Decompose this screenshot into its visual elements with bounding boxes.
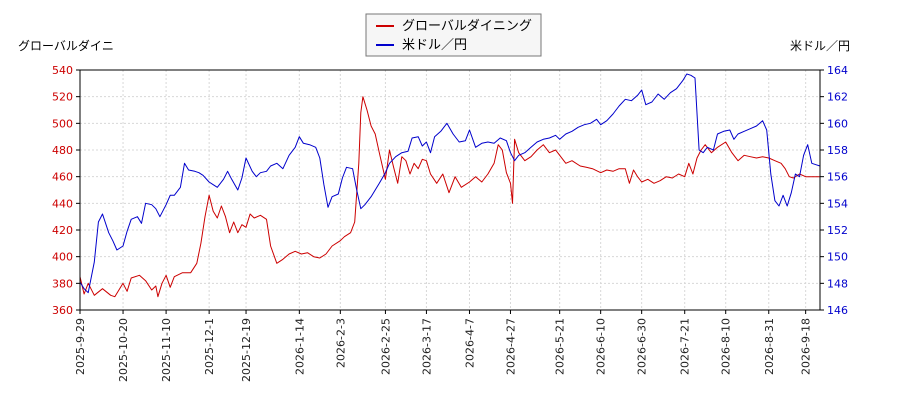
x-tick-label: 2025-9-29 bbox=[74, 318, 87, 375]
plot-frame bbox=[79, 69, 821, 311]
x-tick-label: 2026-8-31 bbox=[763, 318, 776, 375]
y-right-tick-label: 164 bbox=[827, 64, 848, 77]
x-tick-label: 2026-2-3 bbox=[334, 318, 347, 368]
y-left-tick-label: 440 bbox=[52, 197, 73, 210]
x-tick-label: 2025-11-10 bbox=[160, 318, 173, 382]
x-tick-label: 2026-7-21 bbox=[679, 318, 692, 375]
x-tick-label: 2026-3-17 bbox=[420, 318, 433, 375]
y-right-tick-label: 162 bbox=[827, 91, 848, 104]
y-right-tick-label: 148 bbox=[827, 277, 848, 290]
legend-box bbox=[365, 13, 542, 57]
y-left-tick-label: 460 bbox=[52, 171, 73, 184]
y-left-tick-label: 500 bbox=[52, 117, 73, 130]
x-tick-label: 2026-4-7 bbox=[463, 318, 476, 368]
y-right-tick-label: 152 bbox=[827, 224, 848, 237]
y-right-tick-label: 156 bbox=[827, 171, 848, 184]
series-line-0 bbox=[79, 96, 820, 298]
x-tick-label: 2026-8-10 bbox=[720, 318, 733, 375]
series-line-1 bbox=[79, 73, 821, 294]
y-right-tick-label: 146 bbox=[827, 304, 848, 317]
y-left-tick-label: 420 bbox=[52, 224, 73, 237]
y-right-tick-label: 154 bbox=[827, 197, 848, 210]
y-left-tick-label: 360 bbox=[52, 304, 73, 317]
legend-label-1: 米ドル／円 bbox=[402, 38, 467, 53]
left-axis: 360 380 400 420 440 460 480 500 520 540 bbox=[52, 64, 80, 317]
grid bbox=[79, 69, 820, 311]
y-left-tick-label: 380 bbox=[52, 277, 73, 290]
right-axis: 146 148 150 152 154 156 158 160 162 164 bbox=[820, 64, 848, 317]
y-right-tick-label: 160 bbox=[827, 117, 848, 130]
y-left-tick-label: 480 bbox=[52, 144, 73, 157]
y-left-title: グローバルダイニ bbox=[18, 38, 114, 53]
x-tick-label: 2026-6-30 bbox=[636, 318, 649, 375]
x-tick-label: 2025-12-19 bbox=[240, 318, 253, 382]
y-left-tick-label: 400 bbox=[52, 251, 73, 264]
x-tick-label: 2026-9-18 bbox=[800, 318, 813, 375]
legend-label-0: グローバルダイニング bbox=[402, 19, 532, 34]
x-tick-label: 2026-1-14 bbox=[293, 318, 306, 375]
y-left-tick-label: 540 bbox=[52, 64, 73, 77]
x-tick-label: 2026-2-25 bbox=[379, 318, 392, 375]
x-tick-label: 2026-4-27 bbox=[504, 318, 517, 375]
x-tick-label: 2026-6-10 bbox=[595, 318, 608, 375]
x-tick-label: 2025-10-20 bbox=[117, 318, 130, 382]
series-layer bbox=[79, 73, 821, 298]
y-right-title: 米ドル／円 bbox=[790, 39, 850, 53]
x-tick-label: 2026-5-21 bbox=[554, 318, 567, 375]
legend: グローバルダイニング 米ドル／円 bbox=[365, 13, 542, 57]
y-right-tick-label: 150 bbox=[827, 251, 848, 264]
y-right-tick-label: 158 bbox=[827, 144, 848, 157]
y-left-tick-label: 520 bbox=[52, 91, 73, 104]
x-tick-label: 2025-12-1 bbox=[203, 318, 216, 375]
x-axis: 2025-9-29 2025-10-20 2025-11-10 2025-12-1 20… bbox=[74, 310, 813, 382]
